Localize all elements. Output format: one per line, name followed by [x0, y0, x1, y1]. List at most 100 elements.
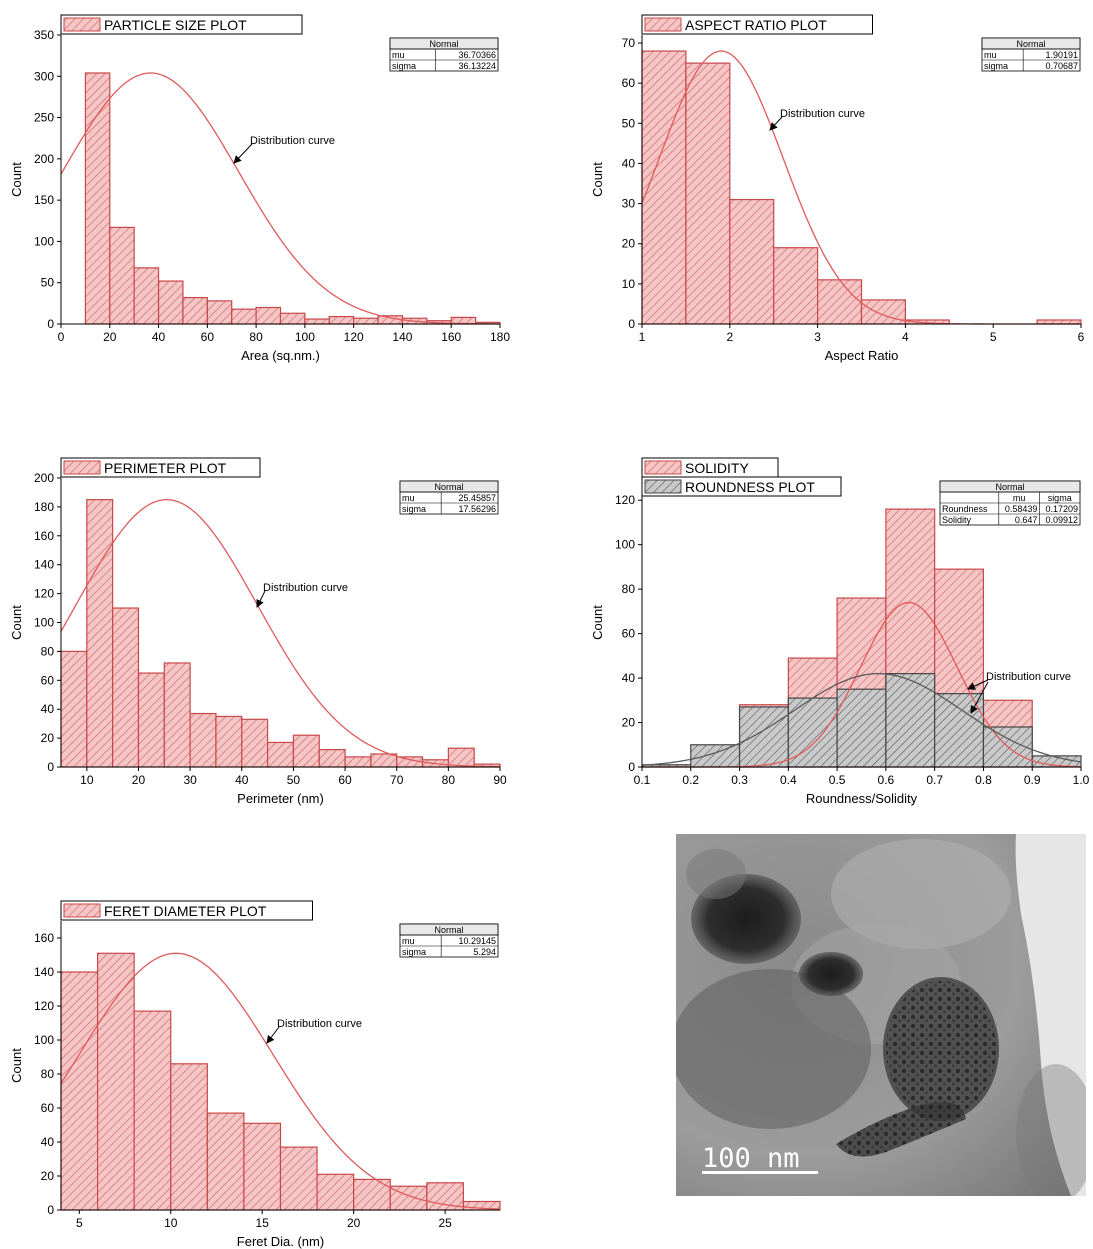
x-tick-label: 5 [990, 330, 997, 344]
distribution-curve-annotation: Distribution curve [277, 1018, 362, 1030]
histogram-bar [426, 1182, 465, 1211]
y-tick-label: 300 [34, 69, 54, 83]
annotation-arrow [233, 143, 253, 164]
y-tick-label: 0 [47, 317, 54, 331]
x-axis-label: Roundness/Solidity [806, 791, 918, 806]
histogram-bar [96, 952, 135, 1211]
y-tick-label: 20 [622, 716, 636, 730]
x-tick-label: 10 [80, 773, 94, 787]
y-tick-label: 60 [622, 76, 636, 90]
y-tick-label: 100 [615, 538, 635, 552]
stats-table-cell: 0.17209 [1045, 504, 1078, 514]
x-tick-label: 0.4 [780, 773, 797, 787]
roundness-fit-curve [641, 672, 1082, 766]
x-tick-label: 180 [490, 330, 510, 344]
histogram-bar [231, 308, 257, 325]
x-tick-label: 20 [132, 773, 146, 787]
y-tick-label: 140 [34, 965, 54, 979]
distribution-curve-annotation: Distribution curve [780, 108, 865, 120]
x-tick-label: 25 [438, 1216, 452, 1230]
y-tick-label: 20 [41, 1169, 55, 1183]
histogram-bar [189, 712, 217, 768]
x-tick-label: 120 [344, 330, 364, 344]
y-tick-label: 100 [34, 234, 54, 248]
x-tick-label: 100 [295, 330, 315, 344]
histogram-bar [304, 318, 330, 325]
normal-fit-curve [60, 72, 501, 325]
stats-table-cell: sigma [402, 504, 426, 514]
y-tick-label: 30 [622, 197, 636, 211]
y-tick-label: 120 [615, 493, 635, 507]
y-tick-label: 200 [34, 152, 54, 166]
legend-box [60, 900, 313, 921]
x-tick-label: 0.5 [829, 773, 846, 787]
y-tick-label: 80 [622, 582, 636, 596]
y-tick-label: 150 [34, 193, 54, 207]
y-tick-label: 40 [622, 156, 636, 170]
y-tick-label: 0 [628, 760, 635, 774]
histogram-bar [243, 1122, 282, 1211]
particle-size-chart: 0 20 40 60 80 100 120 140 160 180 0 50 100 150 200 250 3… [9, 14, 510, 363]
stats-table-cell: 0.647 [1015, 515, 1038, 525]
tem-bright-region [1015, 834, 1086, 1196]
x-tick-label: 40 [235, 773, 249, 787]
y-tick-label: 40 [41, 1135, 55, 1149]
stats-table-cell: mu [392, 50, 405, 60]
legend-swatch [63, 460, 101, 475]
histogram-bar [685, 62, 731, 325]
histogram-bar [215, 715, 243, 768]
histogram-bar [112, 607, 140, 768]
histogram-bar [206, 300, 233, 325]
x-tick-label: 20 [103, 330, 117, 344]
x-tick-label: 15 [256, 1216, 270, 1230]
histogram-bar [241, 718, 269, 768]
y-tick-label: 20 [622, 237, 636, 251]
histogram-bar [773, 247, 819, 325]
stats-table-cell: 17.56296 [458, 504, 496, 514]
y-tick-label: 120 [34, 999, 54, 1013]
histogram-bar [344, 756, 372, 768]
y-tick-label: 100 [34, 616, 54, 630]
histogram-bar [318, 749, 346, 768]
histogram-bar [109, 226, 135, 325]
y-axis-label: Count [9, 605, 24, 640]
roundness-solidity-chart: 0.1 0.2 0.3 0.4 0.5 0.6 0.7 0.8 0.9 1.0 0 20 40 60 80 1… [590, 457, 1090, 806]
distribution-curve-annotation: Distribution curve [250, 135, 335, 147]
x-tick-label: 20 [347, 1216, 361, 1230]
x-tick-label: 0.6 [878, 773, 895, 787]
stats-table-cell: mu [1013, 493, 1026, 503]
y-tick-label: 40 [622, 671, 636, 685]
legend-box [60, 457, 261, 478]
annotation-arrow [967, 679, 989, 690]
histogram-bar [860, 299, 907, 325]
stats-table-cell: 1.90191 [1045, 50, 1078, 60]
x-tick-label: 80 [249, 330, 263, 344]
stats-table-cell: 10.29145 [458, 936, 496, 946]
stats-table-header: Normal [1016, 39, 1045, 49]
legend-label: PARTICLE SIZE PLOT [104, 17, 247, 33]
stats-table-cell: sigma [402, 947, 426, 957]
y-axis-label: Count [590, 162, 605, 197]
legend-box [641, 14, 873, 35]
y-tick-label: 0 [628, 317, 635, 331]
x-tick-label: 0 [58, 330, 65, 344]
legend-box [641, 476, 842, 497]
feret-diameter-chart: 5 10 15 20 25 0 20 40 60 80 100 120 140 160 Feret Dia.… [9, 900, 501, 1249]
y-tick-label: 50 [622, 116, 636, 130]
y-tick-label: 350 [34, 28, 54, 42]
normal-fit-curve [60, 499, 501, 768]
x-tick-label: 30 [183, 773, 197, 787]
y-tick-label: 70 [622, 36, 636, 50]
x-tick-label: 50 [287, 773, 301, 787]
histogram-bar [316, 1173, 355, 1211]
histogram-bar [206, 1112, 245, 1211]
x-tick-label: 90 [493, 773, 507, 787]
histogram-bar [137, 672, 165, 768]
histogram-bar [266, 741, 295, 768]
x-tick-label: 6 [1078, 330, 1085, 344]
x-axis-label: Perimeter (nm) [237, 791, 324, 806]
legend-swatch [63, 17, 101, 32]
histogram-bar [447, 747, 475, 768]
y-axis-label: Count [590, 605, 605, 640]
